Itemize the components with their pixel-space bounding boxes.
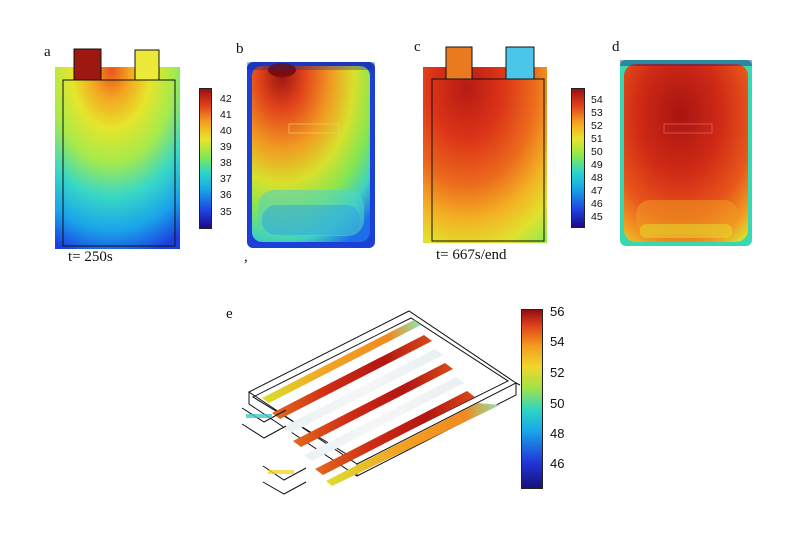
panel-c-label: c [414, 39, 421, 55]
colorbar-second-tick: 52 [591, 120, 603, 132]
colorbar-second-tick: 49 [591, 159, 603, 171]
colorbar-third-tick: 46 [550, 456, 565, 471]
panel-b-mark: , [244, 249, 248, 265]
colorbar-second-tick: 54 [591, 94, 603, 106]
panel-d-label: d [612, 39, 620, 55]
panel-a-label: a [44, 44, 51, 60]
colorbar-first-tick: 42 [220, 93, 232, 105]
colorbar-third-tick: 56 [550, 304, 565, 319]
colorbar-first-tick: 35 [220, 206, 232, 218]
colorbar-first-tick: 36 [220, 189, 232, 201]
colorbar-first-tick: 37 [220, 173, 232, 185]
colorbar-second-tick: 46 [591, 198, 603, 210]
colorbar-third-tick: 54 [550, 334, 565, 349]
panel-a-time-caption: t= 250s [68, 249, 113, 265]
panel-b-label: b [236, 41, 244, 57]
colorbar-second [571, 88, 585, 228]
panel-c-time-caption: t= 667s/end [436, 247, 507, 263]
colorbar-third-tick: 52 [550, 365, 565, 380]
colorbar-first-tick: 38 [220, 157, 232, 169]
colorbar-second-tick: 45 [591, 211, 603, 223]
panel-e-label: e [226, 306, 233, 322]
panel-e-plate [248, 310, 517, 477]
colorbar-third-tick: 48 [550, 426, 565, 441]
colorbar-first [199, 88, 212, 229]
colorbar-first-tick: 39 [220, 141, 232, 153]
colorbar-second-tick: 51 [591, 133, 603, 145]
colorbar-second-tick: 53 [591, 107, 603, 119]
colorbar-second-tick: 47 [591, 185, 603, 197]
colorbar-second-tick: 48 [591, 172, 603, 184]
colorbar-first-tick: 40 [220, 125, 232, 137]
colorbar-third [521, 309, 543, 489]
colorbar-third-tick: 50 [550, 396, 565, 411]
colorbar-first-tick: 41 [220, 109, 232, 121]
colorbar-second-tick: 50 [591, 146, 603, 158]
